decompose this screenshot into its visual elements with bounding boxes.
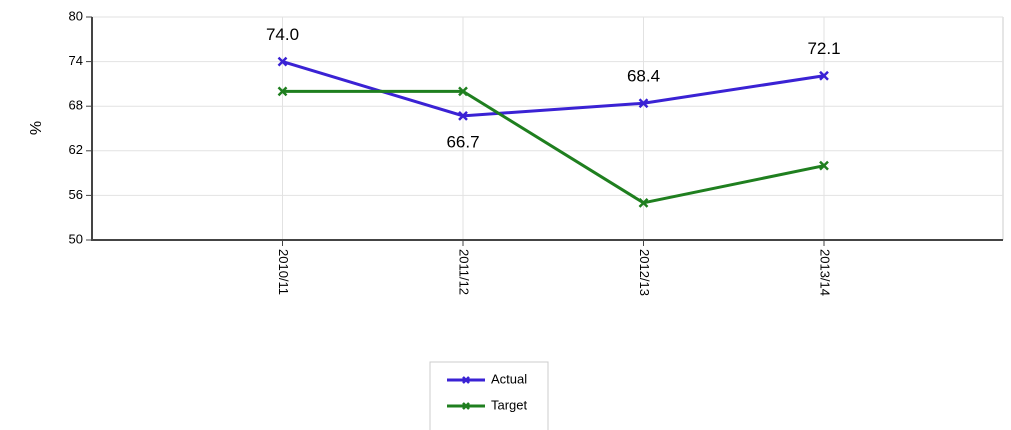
y-axis-label: % [26, 121, 43, 135]
point-marker [277, 86, 288, 97]
point-marker [277, 56, 288, 67]
point-marker [638, 197, 649, 208]
point-marker [458, 110, 468, 121]
series-line [282, 89, 825, 205]
point-marker [819, 70, 829, 81]
y-tick-label: 68 [69, 98, 83, 113]
value-label: 68.4 [627, 67, 660, 86]
value-label: 66.7 [446, 132, 479, 151]
y-tick-label: 80 [69, 8, 83, 23]
y-tick-label: 74 [69, 53, 83, 68]
point-marker [819, 160, 829, 171]
legend-box [429, 361, 549, 430]
x-tick-label: 2012/13 [637, 249, 652, 296]
x-tick-label: 2013/14 [818, 249, 833, 296]
value-label: 72.1 [807, 39, 840, 58]
legend-label: Actual [491, 371, 527, 386]
series-line [282, 60, 825, 118]
legend-marker [462, 402, 470, 410]
legend-marker [462, 376, 470, 384]
y-tick-label: 50 [69, 231, 83, 246]
y-tick-label: 62 [69, 142, 83, 157]
y-tick-label: 56 [69, 187, 83, 202]
value-label: 74.0 [266, 25, 299, 44]
legend-label: Target [491, 397, 528, 412]
x-tick-label: 2011/12 [457, 249, 472, 295]
point-marker [458, 86, 468, 97]
x-tick-label: 2010/11 [276, 249, 291, 295]
point-marker [638, 98, 649, 109]
